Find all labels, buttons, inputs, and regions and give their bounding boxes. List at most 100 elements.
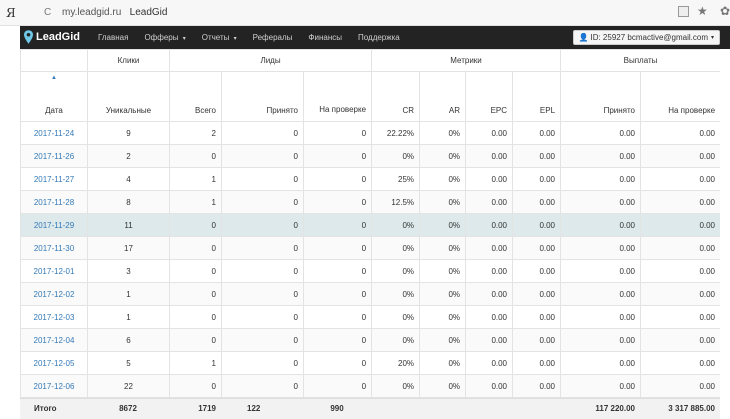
cell-date[interactable]: 2017-12-01 — [20, 259, 88, 283]
table-row[interactable]: 2017-12-02 1 0 0 0 0% 0% 0.00 0.00 0.00 0.00 — [20, 282, 720, 306]
cell-pay-accepted: 0.00 — [560, 167, 642, 191]
cell-date[interactable]: 2017-12-04 — [20, 328, 88, 352]
cell-unique: 2 — [87, 144, 170, 168]
cell-date[interactable]: 2017-11-30 — [20, 236, 88, 260]
cell-pay-accepted: 0.00 — [560, 144, 642, 168]
cell-unique: 4 — [87, 167, 170, 191]
col-accepted[interactable]: Принято — [221, 71, 304, 122]
address-bar[interactable]: my.leadgid.ru LeadGid — [62, 7, 167, 18]
table-row[interactable]: 2017-12-04 6 0 0 0 0% 0% 0.00 0.00 0.00 0.00 — [20, 328, 720, 352]
cell-epl: 0.00 — [512, 190, 562, 214]
cell-total: 0 — [169, 305, 222, 329]
table-row[interactable]: 2017-12-01 3 0 0 0 0% 0% 0.00 0.00 0.00 0.00 — [20, 259, 720, 283]
cell-pending: 0 — [302, 259, 373, 283]
col-date[interactable]: ▲ Дата — [20, 71, 88, 122]
cell-epl: 0.00 — [512, 351, 562, 375]
cell-accepted: 0 — [221, 121, 304, 145]
cell-total: 1 — [169, 351, 222, 375]
col-epc[interactable]: EPC — [465, 71, 514, 122]
cell-epl: 0.00 — [512, 305, 562, 329]
cell-accepted: 0 — [221, 144, 304, 168]
table-body: 2017-11-24 9 2 0 0 22.22% 0% 0.00 0.00 0.00 0.00 20… — [20, 121, 720, 400]
cell-pay-accepted: 0.00 — [560, 190, 642, 214]
cell-cr: 0% — [371, 282, 421, 306]
cell-epl: 0.00 — [512, 282, 562, 306]
cell-cr: 0% — [371, 213, 421, 237]
cell-ar: 0% — [419, 328, 467, 352]
cell-date[interactable]: 2017-11-29 — [20, 213, 88, 237]
cell-total: 0 — [169, 259, 222, 283]
cell-accepted: 0 — [221, 282, 304, 306]
nav-referrals[interactable]: Рефералы — [252, 33, 293, 42]
browser-bar: Я C my.leadgid.ru LeadGid ★ ✿ — [0, 0, 730, 26]
col-cr[interactable]: CR — [371, 71, 421, 122]
cell-epl: 0.00 — [512, 213, 562, 237]
cell-date[interactable]: 2017-11-27 — [20, 167, 88, 191]
cell-pending: 0 — [302, 374, 373, 398]
cell-epc: 0.00 — [465, 259, 514, 283]
cell-epc: 0.00 — [465, 328, 514, 352]
col-total[interactable]: Всего — [169, 71, 222, 122]
cell-cr: 0% — [371, 305, 421, 329]
cell-accepted: 0 — [221, 190, 304, 214]
cell-accepted: 0 — [221, 167, 304, 191]
table-row[interactable]: 2017-11-27 4 1 0 0 25% 0% 0.00 0.00 0.00 0.00 — [20, 167, 720, 191]
nav-offers[interactable]: Офферы ▾ — [144, 33, 186, 42]
cell-date[interactable]: 2017-12-03 — [20, 305, 88, 329]
cell-epc: 0.00 — [465, 167, 514, 191]
cell-date[interactable]: 2017-12-05 — [20, 351, 88, 375]
table-row[interactable]: 2017-12-06 22 0 0 0 0% 0% 0.00 0.00 0.00 0.00 — [20, 374, 720, 398]
cell-date[interactable]: 2017-11-24 — [20, 121, 88, 145]
col-pay-accepted[interactable]: Принято — [560, 71, 642, 122]
cell-epc: 0.00 — [465, 282, 514, 306]
col-unique[interactable]: Уникальные — [87, 71, 170, 122]
col-pay-pending[interactable]: На проверке — [640, 71, 720, 122]
totals-label: Итого — [34, 404, 57, 413]
user-menu-button[interactable]: 👤 ID: 25927 bcmactive@gmail.com ▾ — [572, 30, 720, 45]
nav-finance[interactable]: Финансы — [308, 33, 342, 42]
bookmark-icon[interactable] — [678, 6, 689, 17]
extension-icon[interactable]: ✿ — [720, 4, 730, 18]
table-row[interactable]: 2017-11-26 2 0 0 0 0% 0% 0.00 0.00 0.00 0.00 — [20, 144, 720, 168]
cell-date[interactable]: 2017-11-28 — [20, 190, 88, 214]
group-leads: Лиды — [168, 49, 373, 72]
brand-logo[interactable]: LeadGid — [24, 29, 80, 45]
cell-epc: 0.00 — [465, 190, 514, 214]
table-row[interactable]: 2017-11-30 17 0 0 0 0% 0% 0.00 0.00 0.00 0.00 — [20, 236, 720, 260]
cell-ar: 0% — [419, 305, 467, 329]
cell-cr: 0% — [371, 259, 421, 283]
cell-cr: 20% — [371, 351, 421, 375]
col-epl[interactable]: EPL — [512, 71, 562, 122]
cell-pending: 0 — [302, 282, 373, 306]
cell-accepted: 0 — [221, 374, 304, 398]
cell-pay-pending: 0.00 — [640, 213, 720, 237]
cell-date[interactable]: 2017-12-02 — [20, 282, 88, 306]
cell-epl: 0.00 — [512, 328, 562, 352]
star-icon[interactable]: ★ — [697, 4, 708, 18]
cell-date[interactable]: 2017-12-06 — [20, 374, 88, 398]
table-row[interactable]: 2017-12-03 1 0 0 0 0% 0% 0.00 0.00 0.00 0.00 — [20, 305, 720, 329]
table-row[interactable]: 2017-11-29 11 0 0 0 0% 0% 0.00 0.00 0.00 0.00 — [20, 213, 720, 237]
app-navbar: LeadGid Главная Офферы ▾ Отчеты ▾ Рефера… — [20, 26, 730, 49]
cell-pay-accepted: 0.00 — [560, 213, 642, 237]
col-pending[interactable]: На проверке — [302, 71, 373, 122]
table-row[interactable]: 2017-11-28 8 1 0 0 12.5% 0% 0.00 0.00 0.00 0.00 — [20, 190, 720, 214]
totals-row: Итого 8672 1719 122 990 117 220.00 3 317… — [20, 398, 720, 419]
cell-pending: 0 — [302, 144, 373, 168]
cell-pay-accepted: 0.00 — [560, 328, 642, 352]
cell-pending: 0 — [302, 236, 373, 260]
yandex-logo-icon[interactable]: Я — [6, 6, 16, 20]
table-row[interactable]: 2017-12-05 5 1 0 0 20% 0% 0.00 0.00 0.00 0.00 — [20, 351, 720, 375]
nav-reports[interactable]: Отчеты ▾ — [201, 33, 237, 42]
cell-date[interactable]: 2017-11-26 — [20, 144, 88, 168]
cell-cr: 0% — [371, 328, 421, 352]
cell-ar: 0% — [419, 144, 467, 168]
col-ar[interactable]: AR — [419, 71, 467, 122]
nav-home[interactable]: Главная — [98, 33, 129, 42]
cell-pay-accepted: 0.00 — [560, 259, 642, 283]
scrollbar[interactable] — [720, 49, 730, 418]
reload-icon[interactable]: C — [44, 7, 52, 18]
cell-unique: 1 — [87, 282, 170, 306]
table-row[interactable]: 2017-11-24 9 2 0 0 22.22% 0% 0.00 0.00 0.00 0.00 — [20, 121, 720, 145]
nav-support[interactable]: Поддержка — [358, 33, 400, 42]
